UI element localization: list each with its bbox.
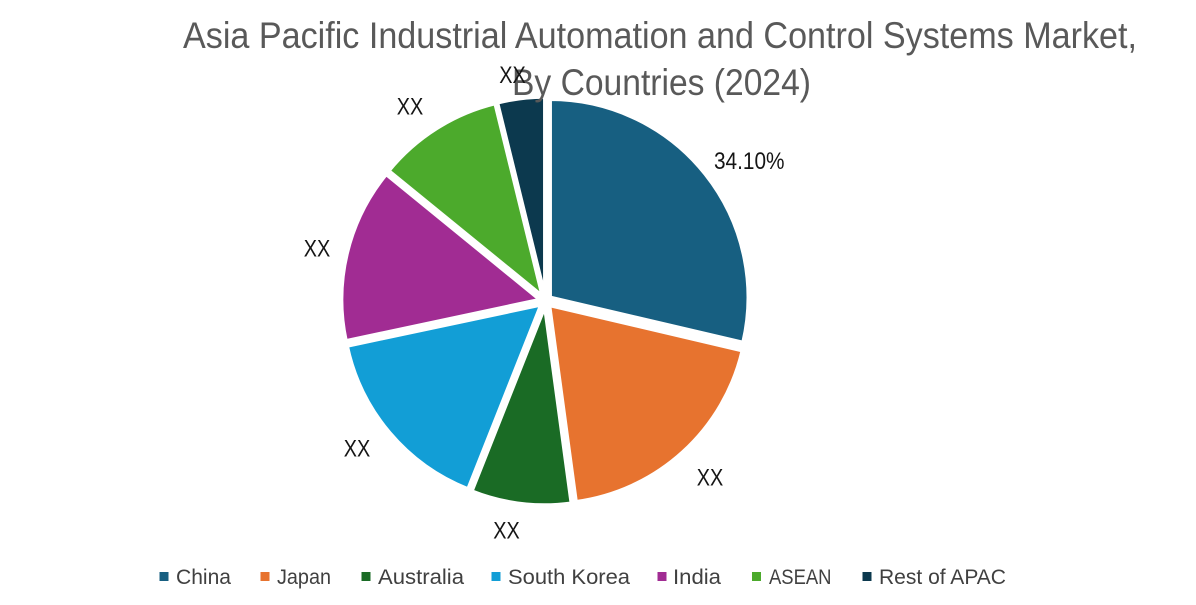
svg-text:XX: XX bbox=[493, 518, 520, 545]
svg-text:XX: XX bbox=[499, 62, 526, 89]
svg-text:By Countries (2024): By Countries (2024) bbox=[512, 62, 811, 103]
svg-text:XX: XX bbox=[697, 465, 724, 492]
svg-text:India: India bbox=[673, 566, 721, 589]
svg-text:Australia: Australia bbox=[378, 566, 464, 589]
svg-text:South Korea: South Korea bbox=[508, 566, 630, 589]
svg-text:34.10%: 34.10% bbox=[714, 148, 785, 175]
svg-text:China: China bbox=[176, 566, 231, 589]
svg-text:Asia Pacific Industrial Automa: Asia Pacific Industrial Automation and C… bbox=[183, 15, 1137, 56]
svg-text:Japan: Japan bbox=[277, 566, 331, 589]
svg-text:Rest of APAC: Rest of APAC bbox=[879, 566, 1006, 589]
svg-text:ASEAN: ASEAN bbox=[769, 566, 832, 589]
svg-text:XX: XX bbox=[344, 436, 371, 463]
svg-text:XX: XX bbox=[397, 94, 424, 121]
svg-text:XX: XX bbox=[304, 236, 331, 263]
